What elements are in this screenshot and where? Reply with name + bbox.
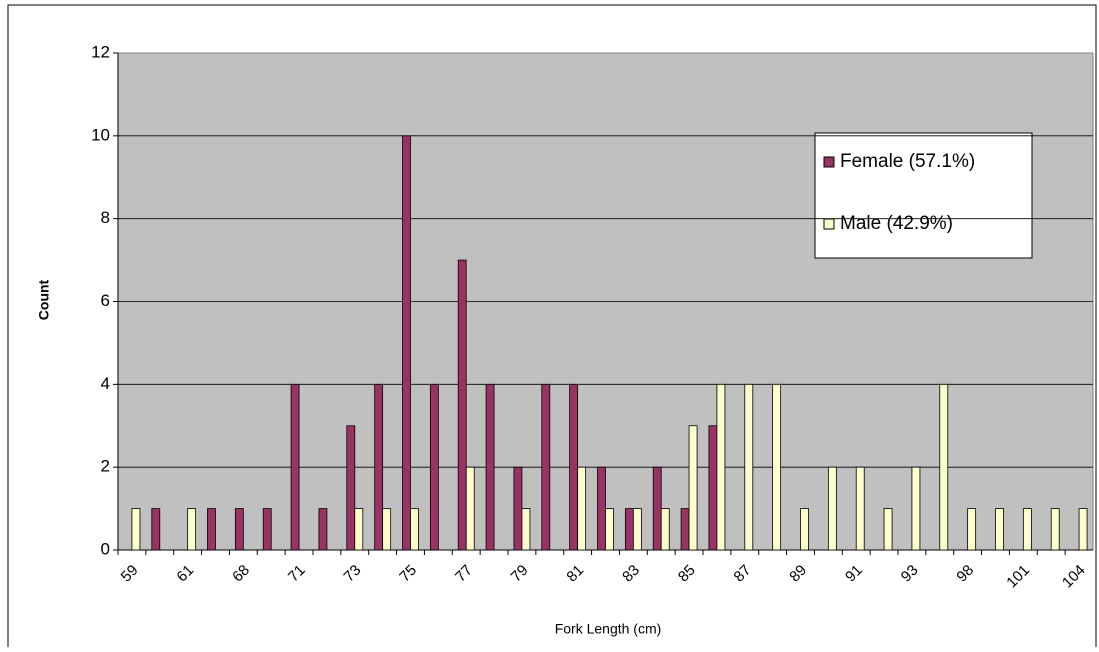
bar <box>772 383 782 551</box>
y-tick-label: 10 <box>91 125 110 144</box>
bar <box>457 259 467 551</box>
legend <box>814 132 1033 259</box>
bar <box>429 383 439 551</box>
y-tick-label: 12 <box>91 42 110 61</box>
bar <box>577 466 587 551</box>
y-axis-label: Count <box>36 279 52 320</box>
y-tick-label: 4 <box>101 374 110 393</box>
bar <box>967 508 977 551</box>
bar <box>234 508 244 551</box>
bar <box>521 508 531 551</box>
bar <box>680 508 690 551</box>
legend-swatch <box>823 218 835 230</box>
bar <box>605 508 614 551</box>
bar <box>688 425 698 551</box>
legend-swatch <box>823 156 835 168</box>
bar <box>883 508 893 551</box>
bar <box>995 508 1004 551</box>
bar <box>374 383 384 551</box>
x-axis-label: Fork Length (cm) <box>555 621 662 637</box>
bar <box>855 466 865 551</box>
bar <box>382 508 392 551</box>
y-tick-label: 2 <box>101 457 110 476</box>
legend-label: Female (57.1%) <box>840 151 975 172</box>
bar <box>939 383 949 551</box>
bar <box>624 508 634 551</box>
legend-label: Male (42.9%) <box>840 213 953 234</box>
bar <box>744 383 754 551</box>
bar <box>597 466 606 551</box>
bar <box>541 383 551 551</box>
bar <box>207 508 216 551</box>
bar <box>800 508 809 551</box>
y-tick-label: 6 <box>101 291 110 310</box>
bar <box>131 508 141 551</box>
bar <box>465 466 475 551</box>
bar <box>652 466 662 551</box>
bar <box>1078 508 1088 551</box>
bar <box>354 508 364 551</box>
bar <box>513 466 523 551</box>
bar <box>632 508 642 551</box>
bar <box>262 508 272 551</box>
bar <box>151 508 161 551</box>
bar <box>911 466 921 551</box>
bar <box>485 383 495 551</box>
bar <box>318 508 328 551</box>
bar <box>290 383 300 551</box>
bar <box>716 383 726 551</box>
bar <box>1050 508 1060 551</box>
bar <box>1022 508 1032 551</box>
y-tick-label: 0 <box>101 539 110 558</box>
bar <box>402 135 411 551</box>
bar <box>187 508 197 551</box>
bar <box>346 425 356 551</box>
bar <box>660 508 670 551</box>
bar <box>827 466 837 551</box>
bar <box>569 383 579 551</box>
bar <box>708 425 718 551</box>
y-tick-label: 8 <box>101 208 110 227</box>
bar <box>410 508 419 551</box>
